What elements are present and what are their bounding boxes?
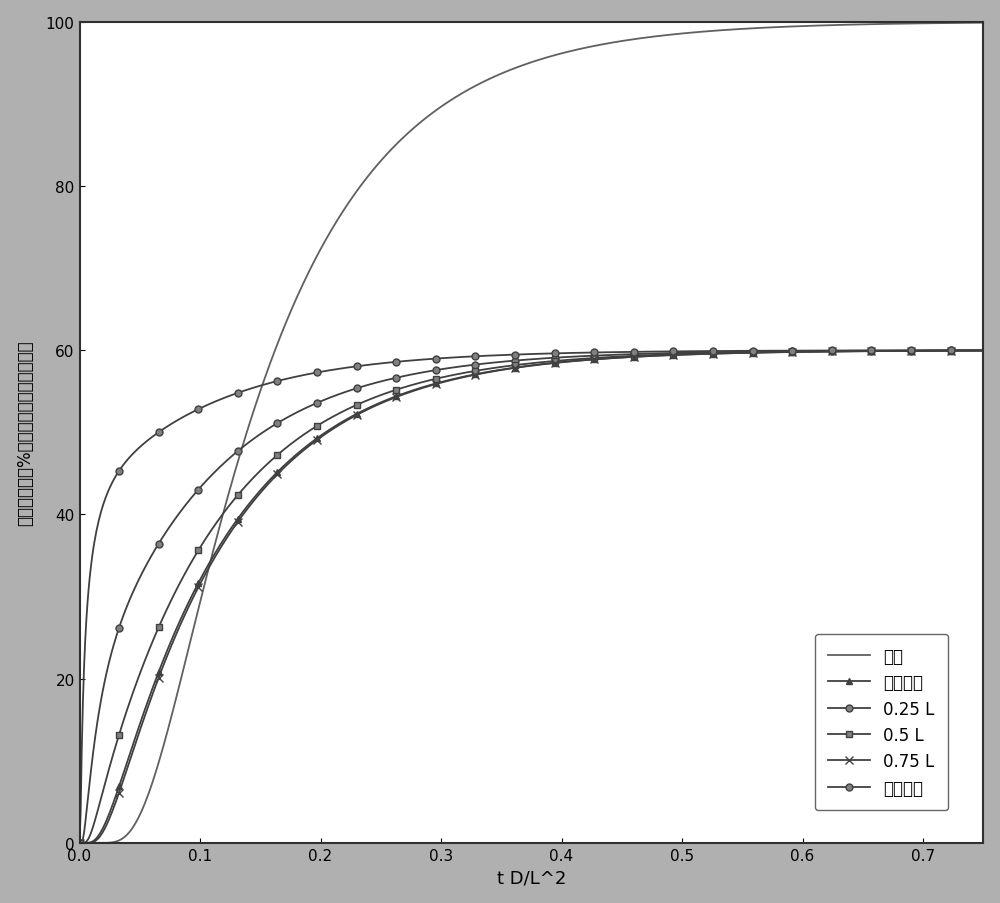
0.75 L	[129, 740, 141, 750]
0.75 L	[598, 354, 610, 365]
外部边缘	[74, 838, 86, 849]
0.75 L	[759, 348, 771, 358]
内部边缘	[649, 347, 661, 358]
Line: 0.25 L: 0.25 L	[76, 348, 987, 846]
0.5 L	[649, 350, 661, 361]
0.25 L	[622, 349, 634, 360]
参照	[649, 32, 661, 42]
0.75 L	[852, 347, 864, 358]
内部边缘	[74, 838, 86, 849]
0.5 L	[129, 682, 141, 693]
Line: 内部边缘: 内部边缘	[76, 348, 987, 846]
Legend: 参照, 外部边缘, 0.25 L, 0.5 L, 0.75 L, 内部边缘: 参照, 外部边缘, 0.25 L, 0.5 L, 0.75 L, 内部边缘	[815, 634, 948, 810]
参照	[622, 35, 634, 46]
Line: 外部边缘: 外部边缘	[76, 348, 987, 846]
参照	[598, 40, 610, 51]
参照	[129, 819, 141, 830]
0.25 L	[598, 350, 610, 361]
0.5 L	[852, 346, 864, 357]
0.75 L	[649, 351, 661, 362]
0.5 L	[622, 351, 634, 362]
Line: 0.75 L: 0.75 L	[75, 347, 987, 847]
内部边缘	[852, 346, 864, 357]
0.25 L	[852, 346, 864, 357]
Line: 参照: 参照	[80, 23, 983, 843]
0.25 L	[129, 582, 141, 593]
外部边缘	[649, 351, 661, 362]
0.5 L	[759, 348, 771, 358]
0.75 L	[622, 352, 634, 363]
0.5 L	[74, 838, 86, 849]
X-axis label: t D/L^2: t D/L^2	[497, 869, 566, 887]
参照	[977, 18, 989, 29]
0.25 L	[977, 346, 989, 357]
外部边缘	[977, 346, 989, 357]
内部边缘	[759, 346, 771, 357]
内部边缘	[129, 447, 141, 458]
外部边缘	[129, 733, 141, 744]
Line: 0.5 L: 0.5 L	[77, 349, 986, 846]
0.25 L	[649, 349, 661, 359]
内部边缘	[598, 348, 610, 358]
0.5 L	[598, 352, 610, 363]
0.75 L	[977, 346, 989, 357]
外部边缘	[622, 352, 634, 363]
参照	[74, 838, 86, 849]
外部边缘	[598, 354, 610, 365]
0.75 L	[74, 838, 86, 849]
参照	[759, 23, 771, 34]
0.5 L	[977, 346, 989, 357]
内部边缘	[622, 347, 634, 358]
外部边缘	[759, 348, 771, 358]
外部边缘	[852, 347, 864, 358]
0.25 L	[74, 838, 86, 849]
内部边缘	[977, 346, 989, 357]
Y-axis label: 出口流出物（%稳定态参照出口流出物）: 出口流出物（%稳定态参照出口流出物）	[17, 340, 35, 526]
0.25 L	[759, 347, 771, 358]
参照	[852, 20, 864, 31]
